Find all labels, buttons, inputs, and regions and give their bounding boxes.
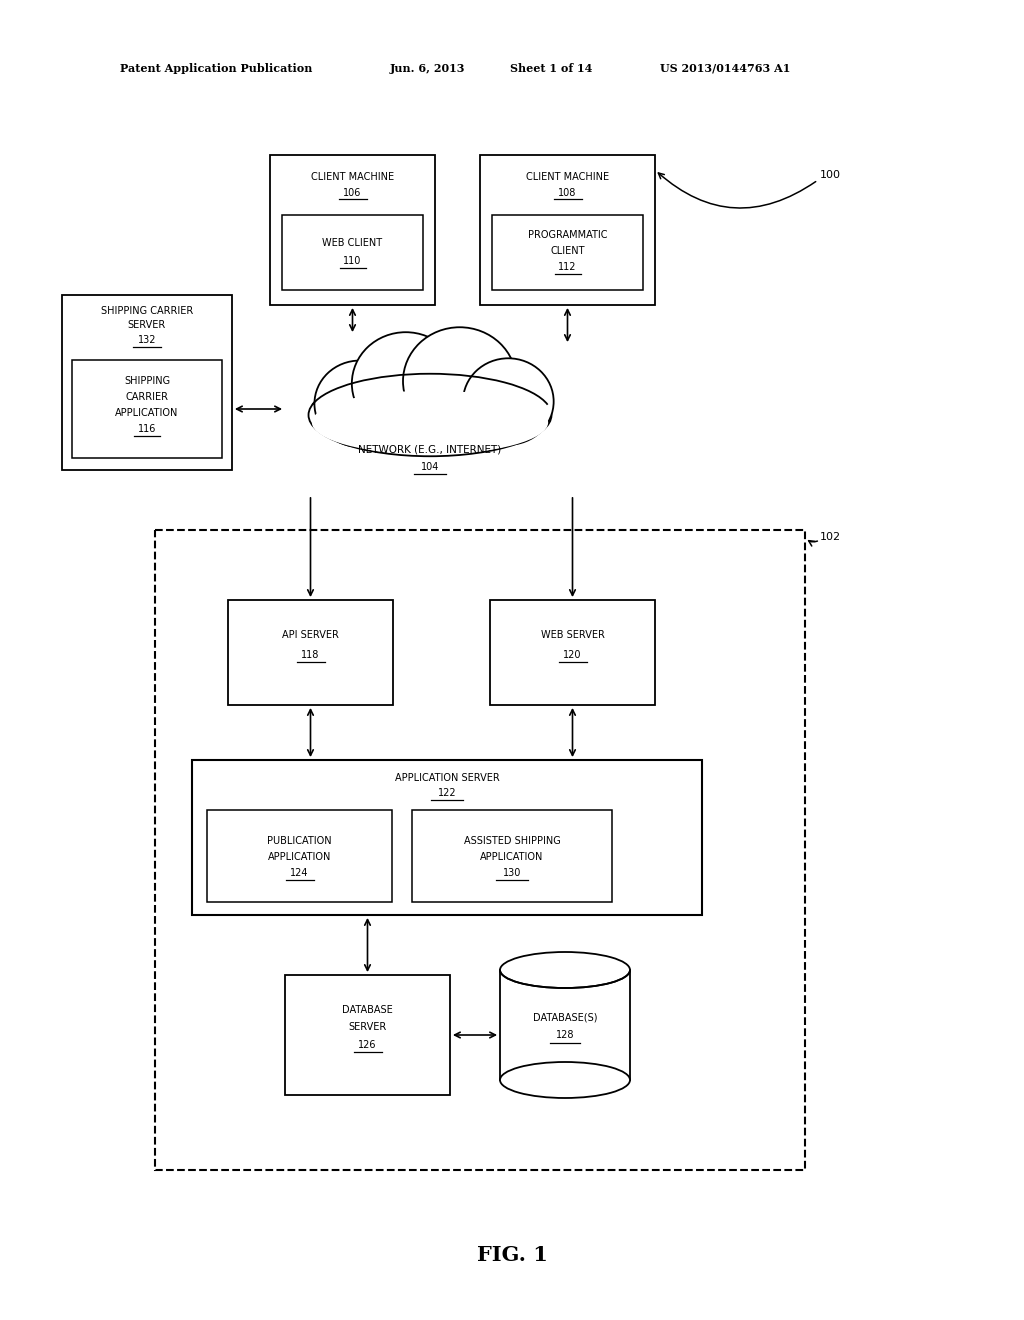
- Bar: [62, 294, 232, 470]
- Text: 100: 100: [820, 170, 841, 180]
- Text: US 2013/0144763 A1: US 2013/0144763 A1: [660, 62, 791, 74]
- Text: SHIPPING CARRIER: SHIPPING CARRIER: [101, 306, 194, 315]
- Text: CLIENT MACHINE: CLIENT MACHINE: [526, 172, 609, 182]
- Ellipse shape: [500, 1063, 630, 1098]
- Text: 124: 124: [290, 869, 309, 878]
- Bar: [490, 601, 655, 705]
- Text: WEB SERVER: WEB SERVER: [541, 630, 604, 640]
- Text: 110: 110: [343, 256, 361, 265]
- Text: CARRIER: CARRIER: [126, 392, 169, 403]
- Text: 132: 132: [138, 335, 157, 345]
- Text: 102: 102: [820, 532, 841, 543]
- Text: 104: 104: [421, 462, 439, 473]
- Text: 118: 118: [301, 649, 319, 660]
- Text: CLIENT MACHINE: CLIENT MACHINE: [311, 172, 394, 182]
- Text: DATABASE(S): DATABASE(S): [532, 1012, 597, 1022]
- Text: APPLICATION: APPLICATION: [268, 851, 331, 862]
- Ellipse shape: [500, 952, 630, 987]
- Ellipse shape: [312, 391, 548, 454]
- Text: APPLICATION: APPLICATION: [480, 851, 544, 862]
- Text: 128: 128: [556, 1030, 574, 1040]
- Text: CLIENT: CLIENT: [550, 246, 585, 256]
- Ellipse shape: [403, 327, 516, 436]
- Text: PROGRAMMATIC: PROGRAMMATIC: [527, 230, 607, 239]
- Bar: [492, 215, 643, 290]
- Text: ASSISTED SHIPPING: ASSISTED SHIPPING: [464, 836, 560, 846]
- Text: DATABASE: DATABASE: [342, 1005, 393, 1015]
- Text: 112: 112: [558, 261, 577, 272]
- Ellipse shape: [352, 333, 460, 434]
- Text: 122: 122: [437, 788, 457, 799]
- Ellipse shape: [463, 358, 554, 445]
- Text: 126: 126: [358, 1040, 377, 1049]
- Text: SHIPPING: SHIPPING: [124, 376, 170, 385]
- Ellipse shape: [501, 953, 629, 987]
- Text: Sheet 1 of 14: Sheet 1 of 14: [510, 62, 592, 74]
- Bar: [412, 810, 612, 902]
- Bar: [207, 810, 392, 902]
- Text: SERVER: SERVER: [348, 1022, 387, 1032]
- Text: 120: 120: [563, 649, 582, 660]
- Text: FIG. 1: FIG. 1: [476, 1245, 548, 1265]
- Text: 116: 116: [138, 424, 157, 434]
- Text: 108: 108: [558, 187, 577, 198]
- Bar: [72, 360, 222, 458]
- Bar: [480, 154, 655, 305]
- Text: SERVER: SERVER: [128, 319, 166, 330]
- Text: WEB CLIENT: WEB CLIENT: [323, 238, 383, 248]
- Text: APPLICATION SERVER: APPLICATION SERVER: [394, 774, 500, 783]
- Ellipse shape: [314, 360, 406, 447]
- Text: Patent Application Publication: Patent Application Publication: [120, 62, 312, 74]
- Ellipse shape: [308, 374, 552, 457]
- Text: PUBLICATION: PUBLICATION: [267, 836, 332, 846]
- Text: Jun. 6, 2013: Jun. 6, 2013: [390, 62, 466, 74]
- Bar: [285, 975, 450, 1096]
- Bar: [228, 601, 393, 705]
- Bar: [282, 215, 423, 290]
- Bar: [193, 760, 702, 915]
- Bar: [270, 154, 435, 305]
- Text: APPLICATION: APPLICATION: [116, 408, 178, 418]
- Bar: [500, 970, 630, 1080]
- Text: API SERVER: API SERVER: [282, 630, 339, 640]
- Text: NETWORK (E.G., INTERNET): NETWORK (E.G., INTERNET): [358, 445, 502, 455]
- Text: 106: 106: [343, 187, 361, 198]
- Bar: [155, 531, 805, 1170]
- Text: 130: 130: [503, 869, 521, 878]
